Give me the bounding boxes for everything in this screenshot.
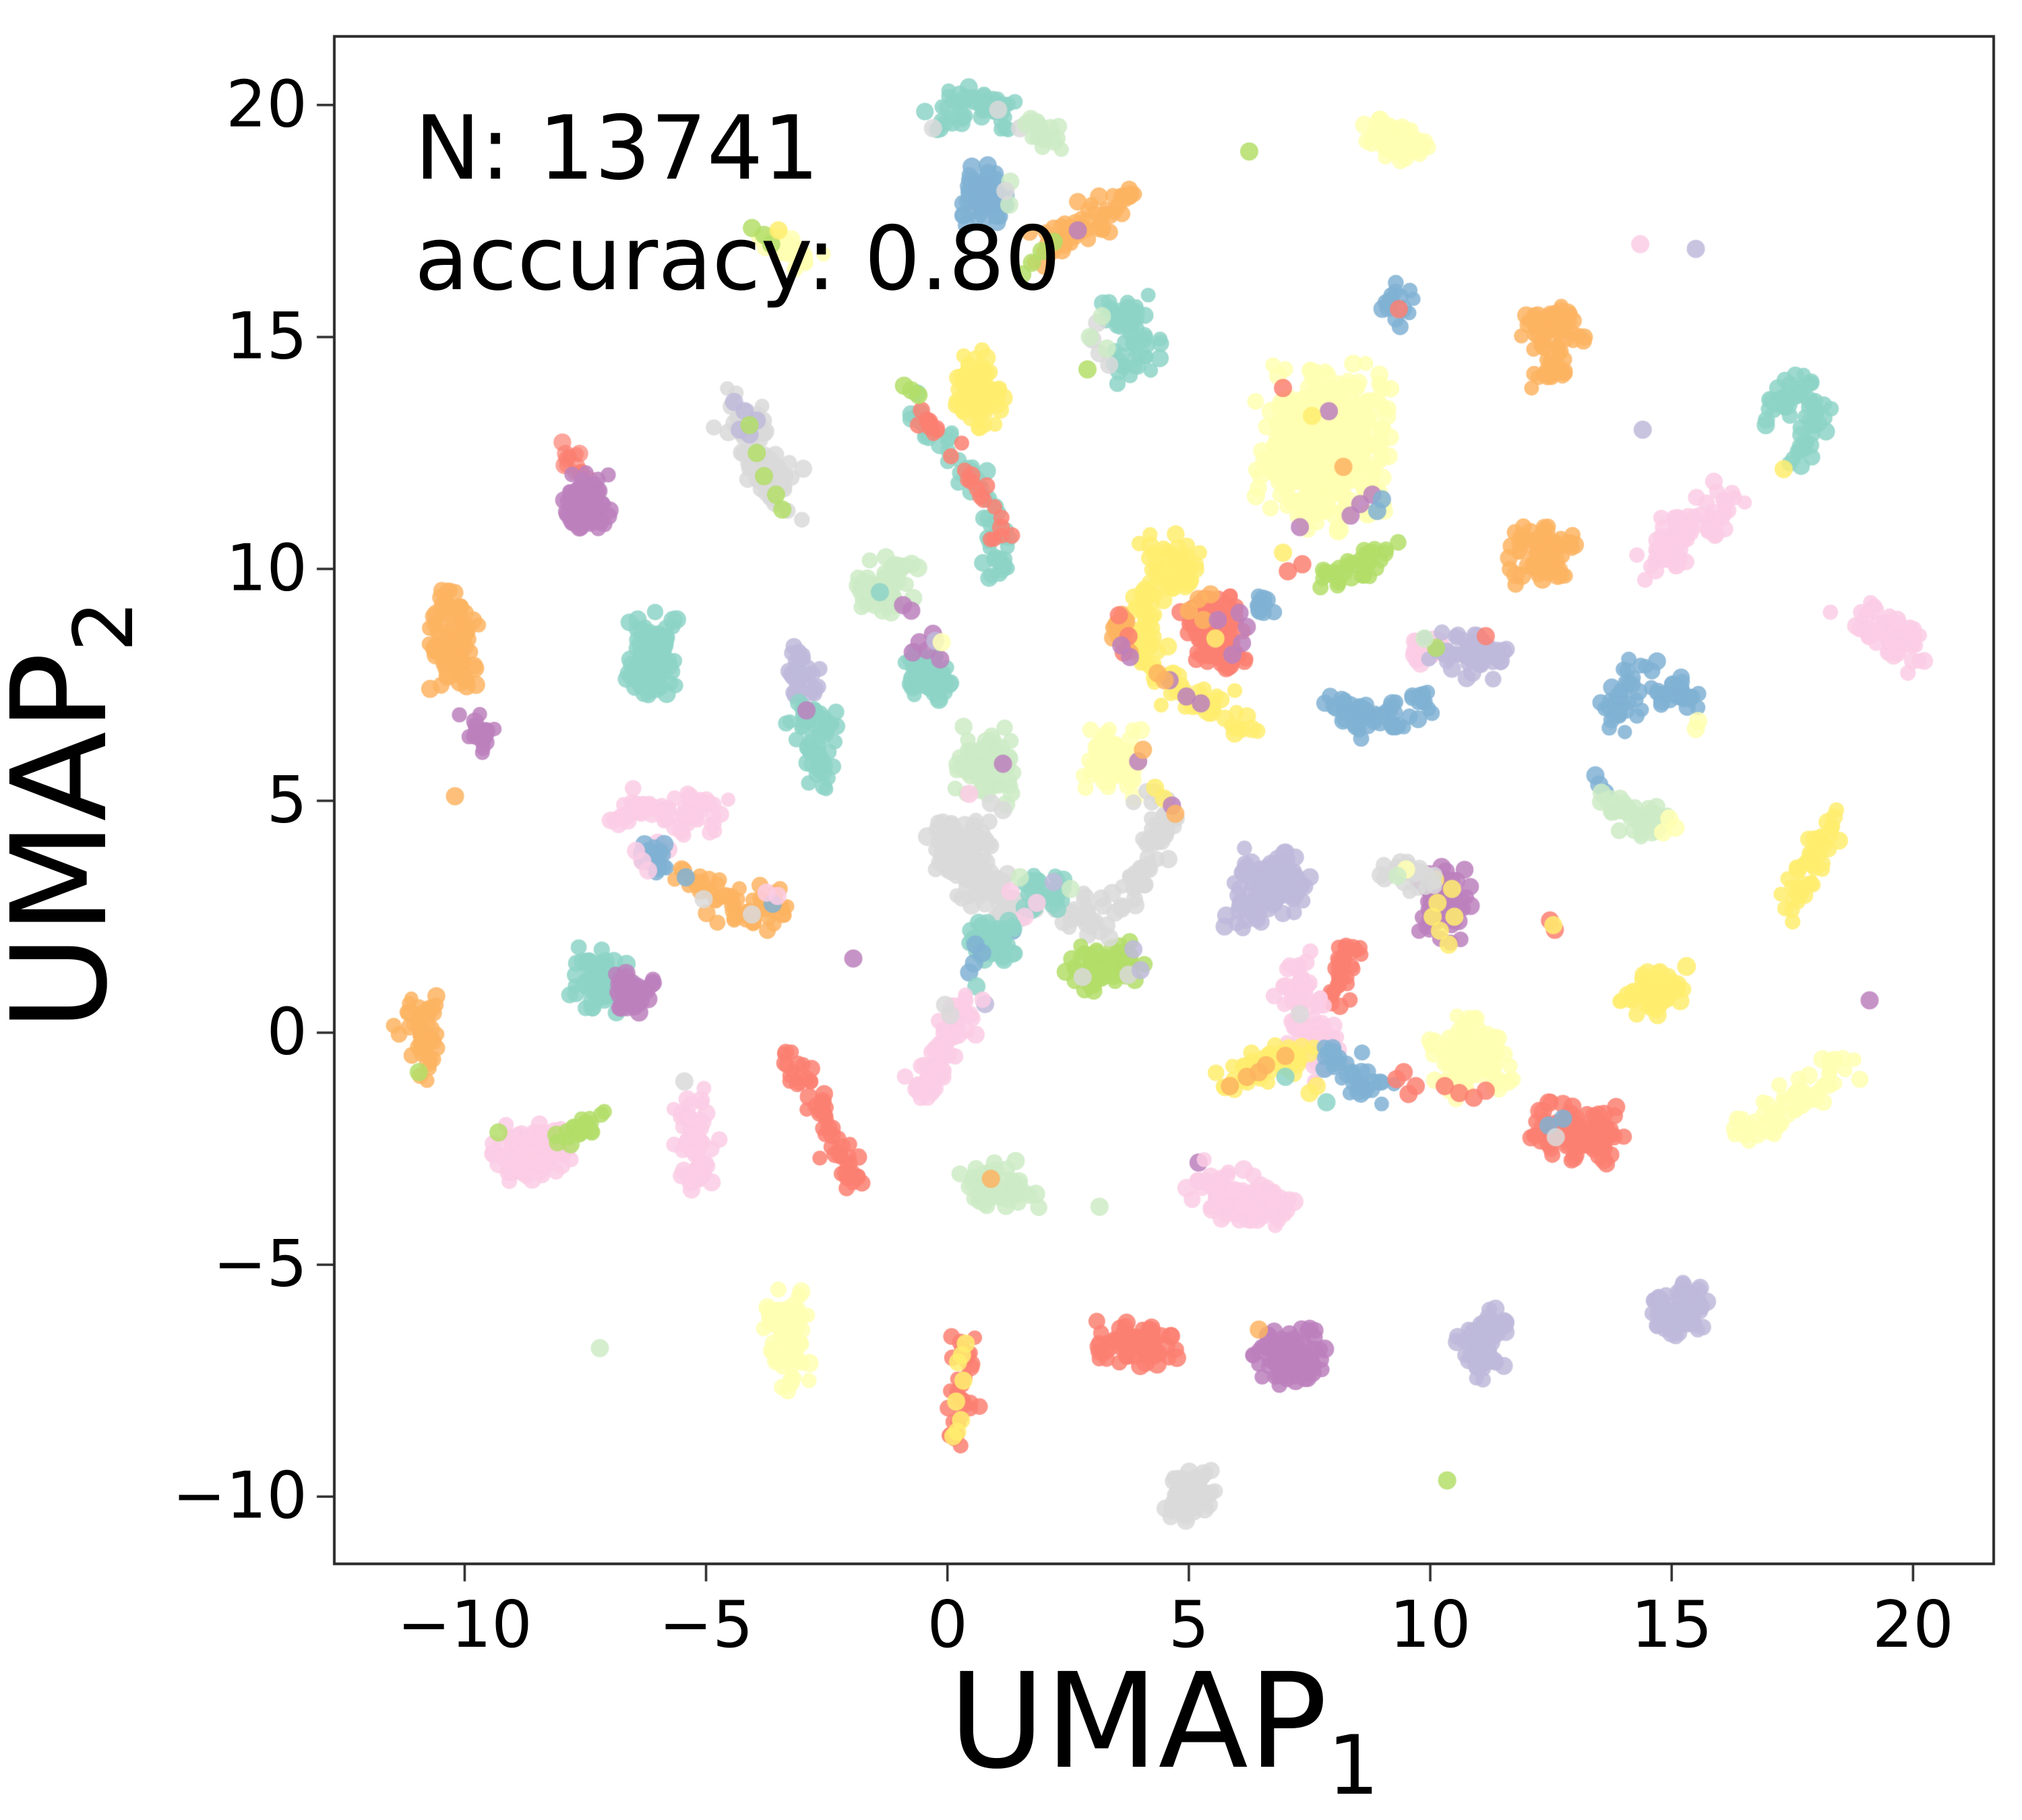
y-axis-label: UMAP2	[0, 601, 152, 1031]
y-tick-label: −10	[172, 1459, 307, 1534]
y-axis-label-base: UMAP	[0, 652, 136, 1031]
annotation-n-count: N: 13741	[415, 96, 820, 200]
x-tick-label: 5	[1168, 1588, 1210, 1662]
x-tick-label: 10	[1389, 1588, 1471, 1662]
y-axis-label-subscript: 2	[57, 600, 152, 653]
y-tick-label: 20	[226, 67, 307, 142]
x-tick-label: −10	[397, 1588, 532, 1662]
x-tick-label: −5	[658, 1588, 754, 1662]
annotation: N: 13741 accuracy: 0.80	[415, 93, 1061, 314]
y-tick-label: 0	[266, 995, 307, 1070]
x-axis-label-subscript: 1	[1327, 1718, 1380, 1813]
x-tick-label: 0	[927, 1588, 968, 1662]
x-tick-label: 20	[1872, 1588, 1954, 1662]
x-axis-label-base: UMAP	[948, 1645, 1328, 1798]
y-tick-label: 10	[226, 531, 307, 606]
x-tick-label: 15	[1630, 1588, 1713, 1662]
x-axis-label: UMAP1	[949, 1645, 1380, 1813]
y-tick-label: −5	[212, 1227, 307, 1302]
y-tick-label: 5	[266, 763, 307, 838]
annotation-accuracy: accuracy: 0.80	[415, 206, 1061, 310]
y-tick-label: 15	[226, 299, 307, 374]
